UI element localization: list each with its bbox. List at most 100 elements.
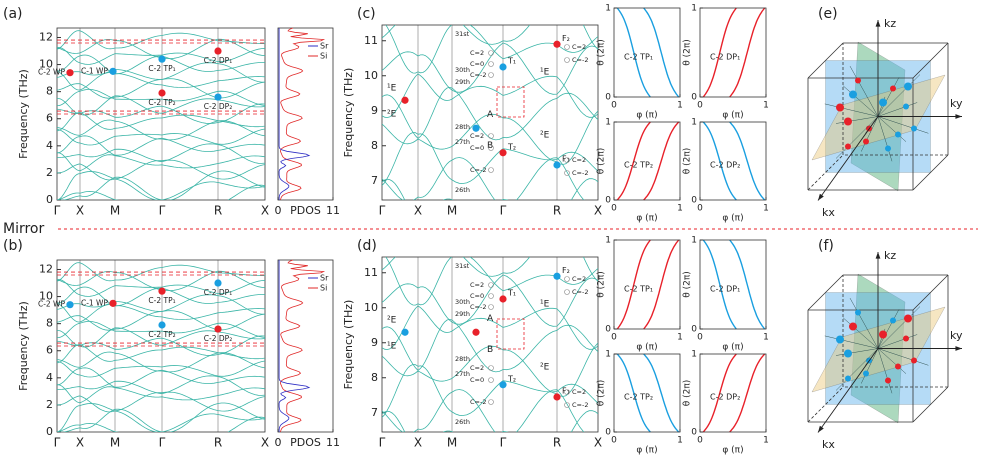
- y-tick-label: 6: [46, 344, 53, 357]
- band-curve: [382, 132, 598, 186]
- berry-curve: [643, 7, 680, 98]
- band-curve: [57, 89, 265, 106]
- berry-curve: [616, 239, 651, 330]
- weyl-point: [895, 131, 901, 138]
- berry-y-tick-label: 1: [605, 236, 611, 246]
- node-label: C-2 DP₂: [204, 102, 232, 111]
- y-tick-label: 4: [46, 139, 53, 152]
- pdos-tick-label: 11: [326, 204, 340, 217]
- annotation: C=-2: [572, 169, 588, 177]
- annotation: C=2: [470, 364, 484, 372]
- cube-edge: [807, 274, 844, 311]
- berry-y-label: θ (2π): [683, 380, 693, 407]
- node-label: C-2 TP₁: [148, 296, 175, 305]
- radial-line: [877, 77, 900, 117]
- berry-x-tick-label: 1: [677, 204, 683, 214]
- node-label: C-2 WP: [38, 68, 66, 77]
- band-curve: [57, 176, 265, 200]
- band-curve: [382, 257, 598, 282]
- annotation: C=-2: [470, 398, 486, 406]
- cube-edge: [807, 386, 844, 423]
- y-tick-label: 7: [371, 174, 378, 187]
- berry-x-tick-label: 1: [763, 101, 769, 111]
- y-tick-label: 8: [371, 371, 378, 384]
- annotation: 28th: [455, 355, 470, 363]
- chern-marker: [488, 377, 494, 383]
- k-point-label: Γ: [159, 204, 166, 218]
- berry-title: C-2 DP₁: [710, 52, 740, 61]
- panel-label: (d): [357, 238, 377, 254]
- band-curve: [57, 335, 265, 356]
- chern-marker: [488, 61, 494, 67]
- annotation: C=0: [470, 376, 484, 384]
- node-label: C-2 TP₁: [148, 64, 175, 73]
- pdos-curve: [278, 28, 311, 200]
- node-point: [553, 272, 561, 280]
- band-curve: [57, 112, 265, 132]
- pdos-frame: [277, 27, 334, 201]
- node-label: T₁: [507, 289, 516, 298]
- annotation: ¹E: [540, 68, 550, 78]
- berry-curve: [729, 121, 766, 201]
- pdos-frame: [277, 259, 334, 433]
- band-curve: [57, 170, 265, 200]
- weyl-point: [863, 138, 869, 145]
- chern-marker: [564, 44, 570, 50]
- y-tick-label: 9: [371, 104, 378, 117]
- berry-curve: [616, 353, 651, 433]
- berry-title: C-2 DP₂: [710, 392, 740, 401]
- berry-y-tick-label: 0: [605, 325, 611, 335]
- y-tick-label: 10: [364, 69, 378, 82]
- band-curve: [57, 128, 265, 146]
- y-tick-label: 10: [39, 58, 53, 71]
- k-axis-arrow: [875, 252, 881, 259]
- radial-line: [835, 348, 879, 391]
- band-curve: [382, 389, 585, 432]
- node-point: [66, 69, 74, 77]
- y-tick-label: 12: [39, 30, 53, 43]
- k-point-label: M: [447, 436, 457, 450]
- berry-x-tick-label: 1: [677, 101, 683, 111]
- node-point: [109, 299, 117, 307]
- berry-y-label: θ (2π): [597, 148, 607, 175]
- annotation: 26th: [455, 186, 470, 194]
- berry-x-tick-label: 1: [677, 436, 683, 446]
- berry-x-tick-label: 1: [677, 333, 683, 343]
- annotation: C=-2: [470, 71, 486, 79]
- berry-y-tick-label: 1: [605, 118, 611, 128]
- annotation: C=-2: [572, 401, 588, 409]
- panel-label: (f): [818, 238, 834, 254]
- band-curve: [57, 286, 265, 307]
- node-point: [158, 89, 166, 97]
- weyl-point: [879, 98, 887, 107]
- k-point-label: X: [261, 204, 269, 218]
- radial-line: [860, 116, 879, 152]
- band-curve: [57, 143, 265, 164]
- node-label: C-2 DP₁: [204, 56, 232, 65]
- node-label: T₂: [507, 374, 516, 383]
- berry-curve: [643, 239, 680, 330]
- berry-frame: [613, 239, 681, 330]
- band-curve: [57, 408, 265, 432]
- k-axis: [817, 348, 879, 433]
- band-curve: [57, 135, 265, 156]
- chern-marker: [488, 304, 494, 310]
- berry-frame: [613, 7, 681, 98]
- node-label: T₁: [507, 57, 516, 66]
- radial-line: [877, 309, 900, 349]
- weyl-point: [836, 335, 844, 344]
- chern-marker: [564, 389, 570, 395]
- annotation: 29th: [455, 310, 470, 318]
- chern-marker: [564, 157, 570, 163]
- weyl-point: [911, 125, 917, 132]
- k-point-label: Γ: [500, 204, 507, 218]
- berry-x-tick-label: 1: [763, 204, 769, 214]
- annotation: 27th: [455, 138, 470, 146]
- cube-edge: [912, 386, 949, 423]
- y-tick-label: 4: [46, 371, 53, 384]
- node-point: [499, 149, 507, 157]
- radial-line: [877, 116, 907, 142]
- berry-y-label: θ (2π): [683, 271, 693, 298]
- radial-line: [877, 334, 918, 349]
- band-curves: [382, 257, 598, 432]
